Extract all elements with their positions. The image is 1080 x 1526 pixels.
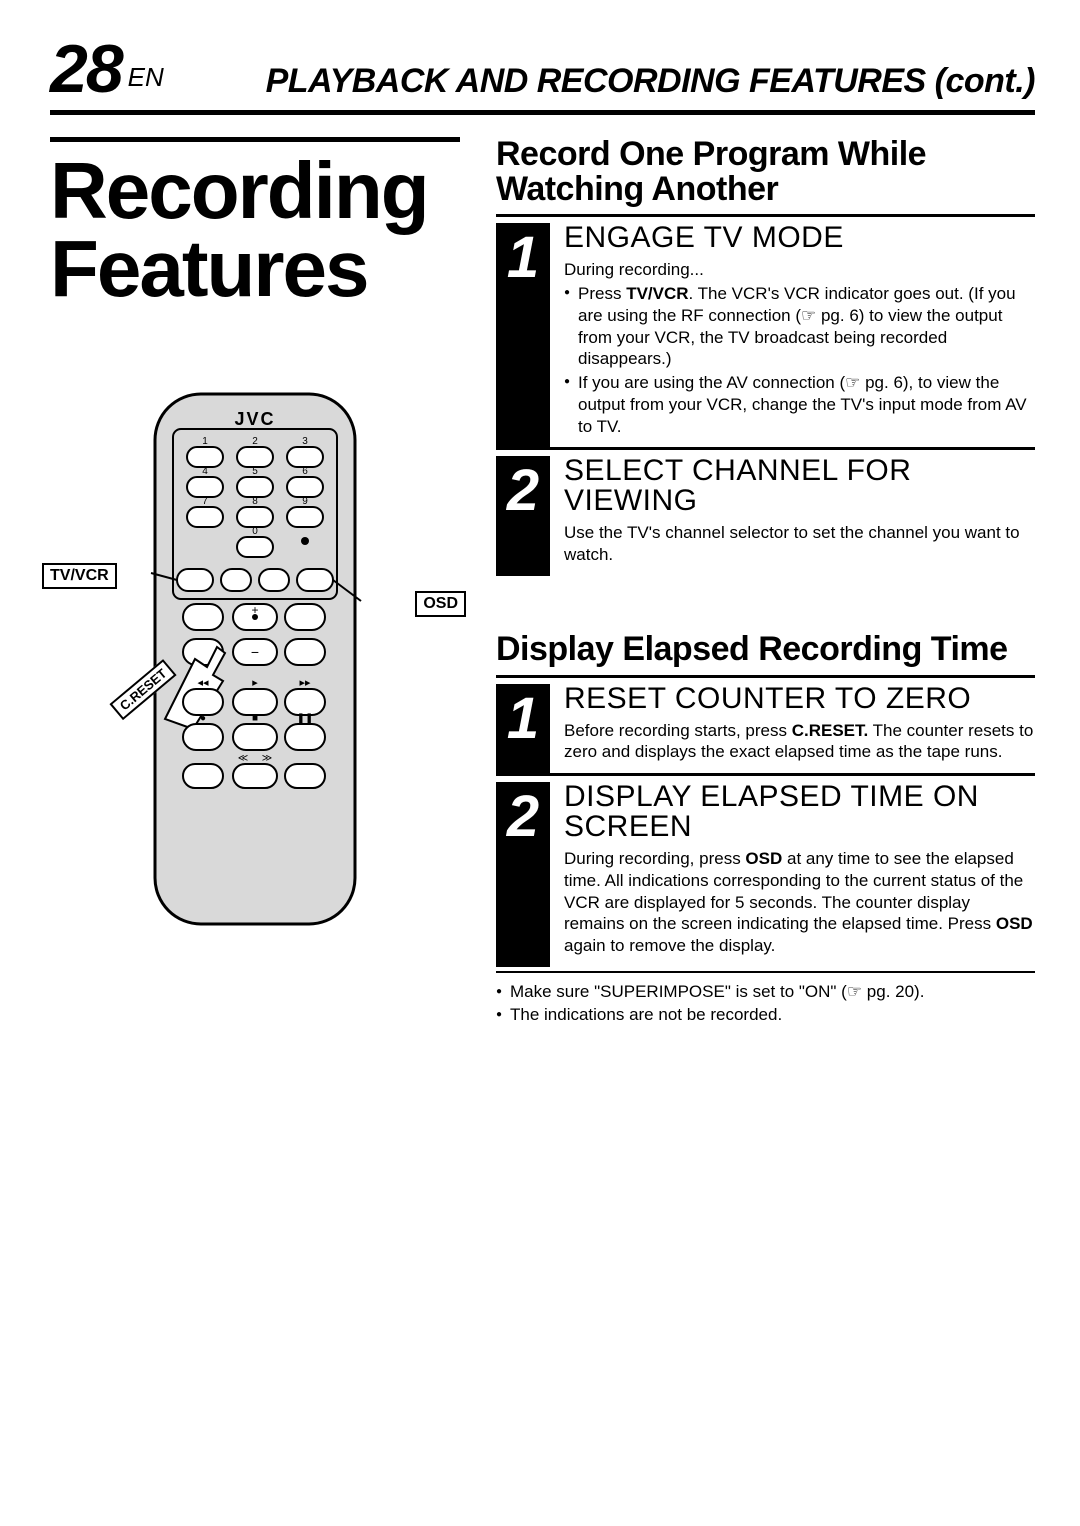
section2: Display Elapsed Recording Time 1 RESET C… [496, 632, 1035, 1027]
callout-tvvcr: TV/VCR [42, 563, 117, 589]
svg-text:JVC: JVC [234, 409, 275, 429]
section1-step1: 1 ENGAGE TV MODE During recording... Pre… [496, 214, 1035, 447]
step-text: During recording, press OSD at any time … [564, 848, 1035, 957]
section1-title: Record One Program While Watching Anothe… [496, 137, 1035, 206]
page-title: PLAYBACK AND RECORDING FEATURES (cont.) [186, 62, 1035, 101]
section2-step1: 1 RESET COUNTER TO ZERO Before recording… [496, 675, 1035, 774]
step-head: DISPLAY ELAPSED TIME ON SCREEN [564, 782, 1035, 842]
note: Make sure "SUPERIMPOSE" is set to "ON" (… [496, 981, 1035, 1004]
svg-text:4: 4 [202, 466, 208, 477]
page-lang: EN [128, 62, 164, 93]
bullet: If you are using the AV connection (☞ pg… [564, 372, 1035, 437]
svg-text:2: 2 [252, 436, 258, 447]
svg-text:≪: ≪ [238, 753, 248, 764]
left-column: Recording Features JVC 1 2 3 4 5 6 [50, 137, 460, 1027]
svg-text:5: 5 [252, 466, 258, 477]
step-text: During recording... Press TV/VCR. The VC… [564, 259, 1035, 437]
rule [50, 137, 460, 142]
svg-text:❚❚: ❚❚ [297, 713, 314, 724]
step-lead: During recording... [564, 259, 1035, 281]
note: The indications are not be recorded. [496, 1004, 1035, 1027]
page-header: 28 EN PLAYBACK AND RECORDING FEATURES (c… [50, 30, 1035, 115]
lead-title: Recording Features [50, 152, 460, 309]
svg-text:+: + [251, 603, 258, 617]
svg-text:●: ● [200, 713, 206, 724]
section2-notes: Make sure "SUPERIMPOSE" is set to "ON" (… [496, 971, 1035, 1027]
svg-text:8: 8 [252, 496, 258, 507]
step-number: 2 [496, 782, 550, 967]
svg-text:■: ■ [252, 713, 258, 724]
step-head: RESET COUNTER TO ZERO [564, 684, 1035, 714]
main-content: Recording Features JVC 123 456 [50, 137, 1035, 1027]
section1-step2: 2 SELECT CHANNEL FOR VIEWING Use the TV'… [496, 447, 1035, 576]
svg-text:0: 0 [252, 526, 258, 537]
page-number: 28 [50, 30, 122, 108]
svg-text:−: − [251, 644, 259, 660]
step-number: 2 [496, 456, 550, 576]
right-column: Record One Program While Watching Anothe… [496, 137, 1035, 1027]
svg-text:▸▸: ▸▸ [299, 677, 311, 689]
svg-text:6: 6 [302, 466, 308, 477]
remote-illustration: JVC 1 2 3 4 5 6 7 8 9 0 [50, 389, 460, 929]
step-text: Before recording starts, press C.RESET. … [564, 720, 1035, 764]
svg-text:3: 3 [302, 436, 308, 447]
bullet: Press TV/VCR. The VCR's VCR indicator go… [564, 283, 1035, 370]
callout-osd: OSD [415, 591, 466, 617]
svg-text:7: 7 [202, 496, 208, 507]
step-head: SELECT CHANNEL FOR VIEWING [564, 456, 1035, 516]
section2-title: Display Elapsed Recording Time [496, 632, 1035, 667]
svg-text:1: 1 [202, 436, 208, 447]
step-head: ENGAGE TV MODE [564, 223, 1035, 253]
step-text: Use the TV's channel selector to set the… [564, 522, 1035, 566]
step-number: 1 [496, 223, 550, 447]
step-number: 1 [496, 684, 550, 774]
svg-text:≫: ≫ [262, 753, 272, 764]
svg-text:◂◂: ◂◂ [197, 677, 209, 689]
svg-text:▸: ▸ [252, 677, 258, 689]
svg-text:9: 9 [302, 496, 308, 507]
section2-step2: 2 DISPLAY ELAPSED TIME ON SCREEN During … [496, 773, 1035, 967]
